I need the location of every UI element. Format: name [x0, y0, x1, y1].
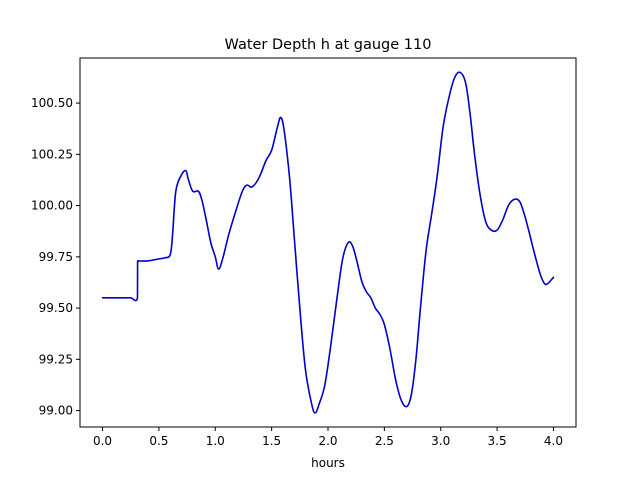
- x-tick-label: 1.5: [262, 434, 281, 448]
- x-tick-label: 0.5: [149, 434, 168, 448]
- x-axis-label: hours: [311, 456, 345, 470]
- x-tick-label: 3.5: [488, 434, 507, 448]
- y-tick-label: 100.25: [31, 147, 73, 161]
- y-tick-label: 100.50: [31, 96, 73, 110]
- x-tick-label: 3.0: [431, 434, 450, 448]
- x-tick-label: 2.5: [375, 434, 394, 448]
- y-axis-ticks: 99.00 99.25 99.50 99.75 100.00 100.25 100.50: [31, 96, 80, 418]
- y-tick-label: 99.75: [39, 250, 73, 264]
- y-tick-label: 99.25: [39, 352, 73, 366]
- x-tick-label: 0.0: [93, 434, 112, 448]
- x-tick-label: 4.0: [544, 434, 563, 448]
- x-axis-ticks: 0.0 0.5 1.0 1.5 2.0 2.5 3.0 3.5 4.0: [93, 427, 563, 448]
- y-tick-label: 99.50: [39, 301, 73, 315]
- chart-title: Water Depth h at gauge 110: [225, 37, 432, 53]
- y-tick-label: 100.00: [31, 199, 73, 213]
- y-tick-label: 99.00: [39, 404, 73, 418]
- plot-area: [101, 71, 555, 414]
- series-line: [101, 71, 555, 414]
- x-tick-label: 2.0: [318, 434, 337, 448]
- x-tick-label: 1.0: [206, 434, 225, 448]
